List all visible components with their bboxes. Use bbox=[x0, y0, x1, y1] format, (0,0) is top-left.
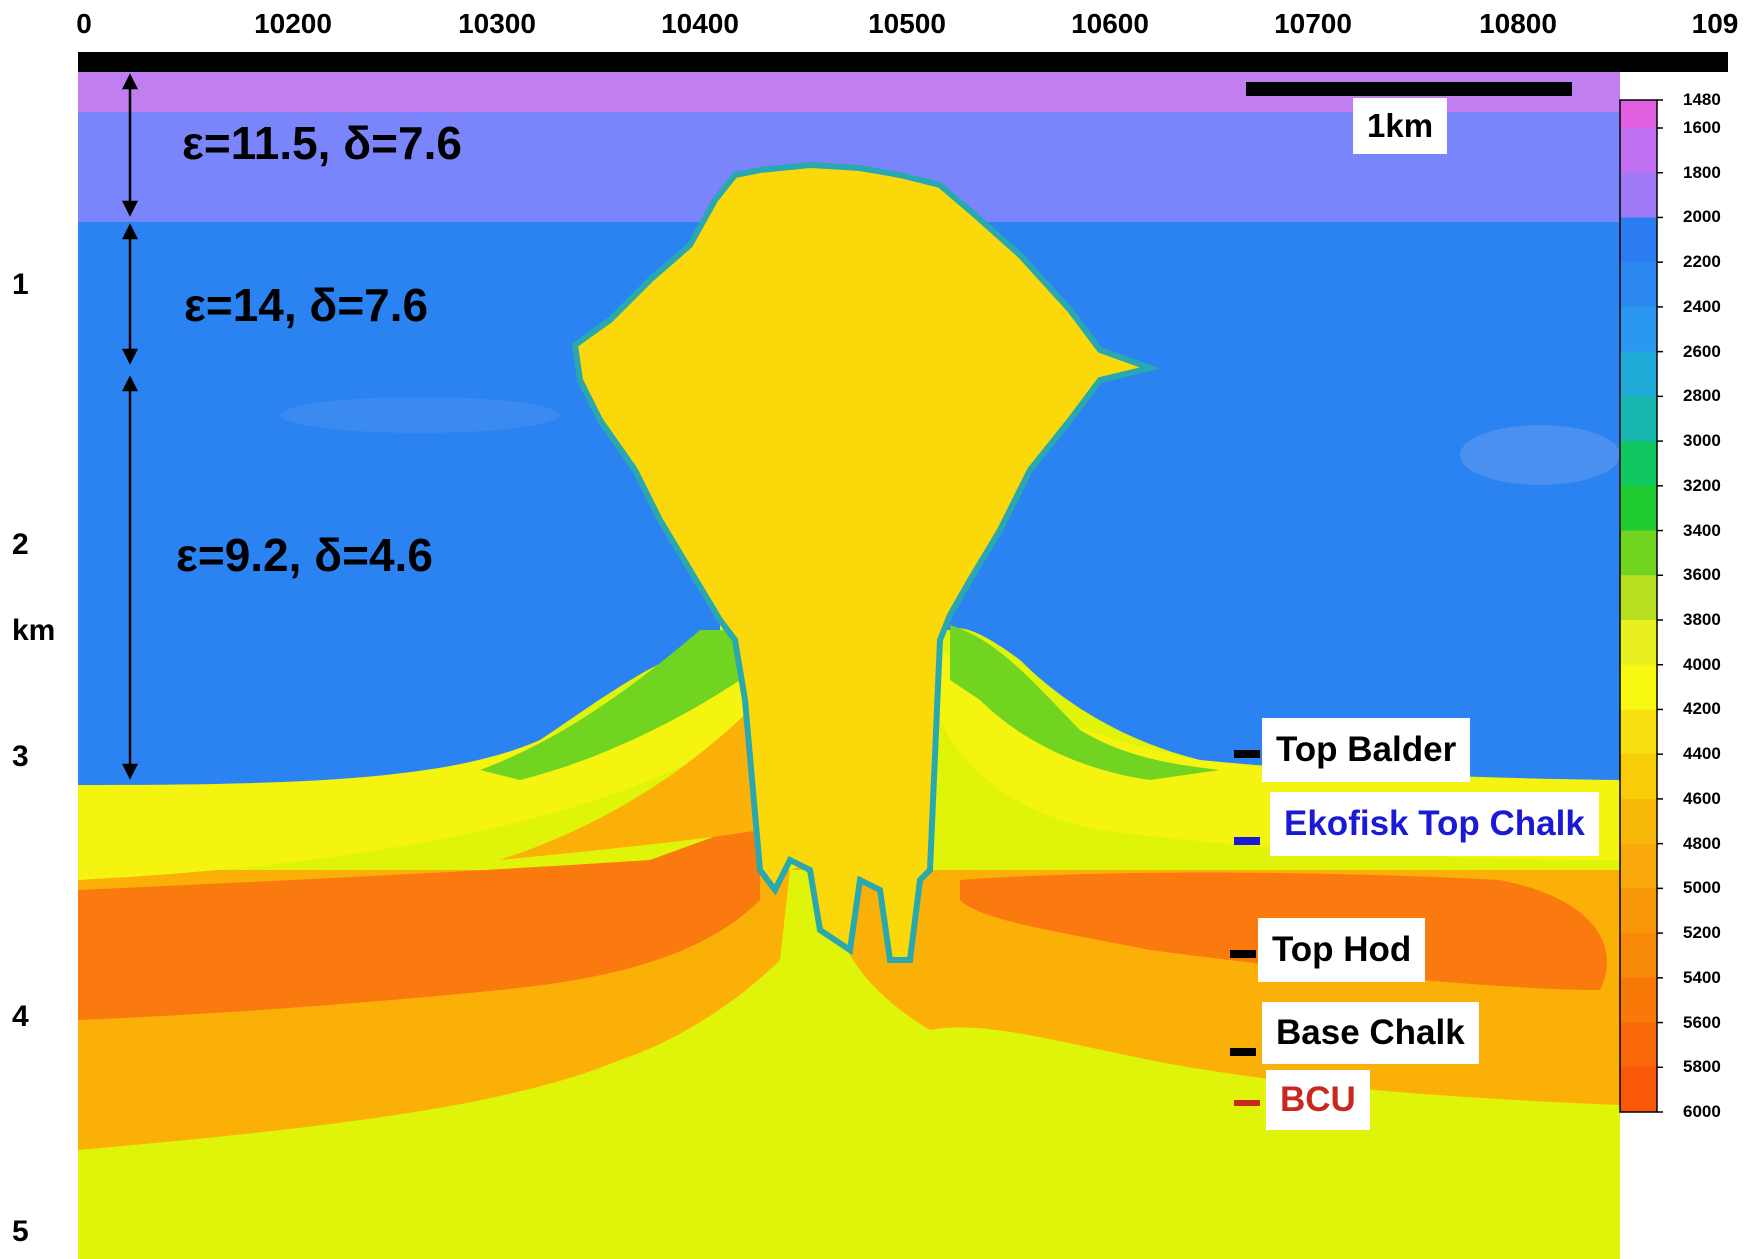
colorbar-tick-label: 4000 bbox=[1683, 654, 1721, 674]
horizon-label-base-chalk: Base Chalk bbox=[1262, 1002, 1479, 1064]
green-flank-right bbox=[950, 625, 1220, 780]
colorbar-swatch bbox=[1620, 351, 1657, 397]
colorbar-swatch bbox=[1620, 485, 1657, 532]
top-tick: 109 bbox=[1691, 8, 1739, 39]
anisotropy-label-layer2: ε=14, δ=7.6 bbox=[184, 279, 429, 331]
colorbar-swatch bbox=[1620, 977, 1657, 1024]
flank-orange-left bbox=[500, 700, 760, 860]
colorbar-swatch bbox=[1620, 530, 1657, 576]
colorbar-tick-label: 5600 bbox=[1683, 1012, 1721, 1032]
colorbar-swatch bbox=[1620, 396, 1657, 442]
colorbar-swatch bbox=[1620, 620, 1657, 666]
colorbar-swatch bbox=[1620, 172, 1657, 218]
model-panel bbox=[78, 68, 1620, 1259]
top-tick: 0 bbox=[76, 8, 92, 39]
colorbar-swatch bbox=[1620, 217, 1657, 263]
colorbar-tick-label: 5000 bbox=[1683, 878, 1721, 898]
colorbar-tick-label: 4400 bbox=[1683, 744, 1721, 764]
marker-bcu bbox=[1234, 1100, 1260, 1106]
colorbar-swatch bbox=[1620, 933, 1657, 979]
scale-bar-label: 1km bbox=[1353, 98, 1448, 154]
colorbar-tick-label: 2600 bbox=[1683, 341, 1721, 361]
colorbar-tick-label: 2000 bbox=[1683, 207, 1721, 227]
marker-base-chalk bbox=[1230, 1048, 1256, 1056]
colorbar-tick-label: 2200 bbox=[1683, 252, 1721, 272]
blue-lens-2 bbox=[280, 397, 560, 433]
colorbar-swatch bbox=[1620, 128, 1657, 174]
colorbar-tick-label: 4200 bbox=[1683, 699, 1721, 719]
arrows bbox=[121, 73, 139, 780]
colorbar-swatch bbox=[1620, 262, 1657, 308]
colorbar-swatch bbox=[1620, 843, 1657, 889]
colorbar-ticks bbox=[1657, 99, 1663, 1113]
colorbar-swatch bbox=[1620, 754, 1657, 800]
colorbar-tick-label: 5200 bbox=[1683, 923, 1721, 943]
colorbar-swatch bbox=[1620, 888, 1657, 934]
top-tick: 10500 bbox=[868, 8, 946, 39]
anisotropy-label-layer1: ε=11.5, δ=7.6 bbox=[182, 117, 462, 169]
top-axis-bar bbox=[78, 52, 1728, 72]
colorbar-tick-label: 3400 bbox=[1683, 520, 1721, 540]
top-tick: 10600 bbox=[1071, 8, 1149, 39]
colorbar-swatch bbox=[1620, 664, 1657, 710]
horizon-label-top-hod: Top Hod bbox=[1258, 918, 1426, 982]
top-tick: 10400 bbox=[661, 8, 739, 39]
depth-unit: km bbox=[12, 614, 56, 647]
top-tick: 10700 bbox=[1274, 8, 1352, 39]
depth-tick: 5 bbox=[12, 1215, 29, 1248]
marker-top-hod bbox=[1230, 950, 1256, 958]
top-tick: 10800 bbox=[1479, 8, 1557, 39]
anisotropy-label-layer3: ε=9.2, δ=4.6 bbox=[176, 529, 433, 581]
colorbar-swatch bbox=[1620, 1022, 1657, 1068]
horizon-label-ekofisk-top-chalk: Ekofisk Top Chalk bbox=[1270, 792, 1599, 856]
colorbar-tick-label: 3200 bbox=[1683, 475, 1721, 495]
marker-ekofisk bbox=[1234, 837, 1260, 845]
colorbar-tick-label: 1800 bbox=[1683, 162, 1721, 182]
colorbar-tick-label: 6000 bbox=[1683, 1102, 1721, 1121]
salt-body bbox=[571, 161, 1161, 963]
scale-bar-line bbox=[1246, 82, 1572, 96]
blue-lens-1 bbox=[1460, 425, 1620, 485]
colorbar-swatch bbox=[1620, 709, 1657, 755]
chalk-dark-orange-band bbox=[78, 820, 760, 1020]
colorbar-tick-label: 2800 bbox=[1683, 386, 1721, 406]
colorbar-swatch bbox=[1620, 1067, 1657, 1113]
green-flank-left bbox=[480, 630, 740, 780]
colorbar-tick-label: 3600 bbox=[1683, 565, 1721, 585]
colorbar-swatch bbox=[1620, 441, 1657, 487]
colorbar-swatch bbox=[1620, 306, 1657, 353]
colorbar-swatch bbox=[1620, 575, 1657, 621]
colorbar-tick-label: 5400 bbox=[1683, 967, 1721, 987]
colorbar-swatch bbox=[1620, 798, 1657, 845]
colorbar-tick-label: 1480 bbox=[1683, 90, 1721, 109]
depth-tick: 1 bbox=[12, 268, 29, 301]
horizon-label-top-balder: Top Balder bbox=[1262, 718, 1471, 782]
top-tick: 10300 bbox=[458, 8, 536, 39]
marker-top-balder bbox=[1234, 750, 1260, 758]
colorbar-tick-label: 4600 bbox=[1683, 788, 1721, 808]
colorbar bbox=[1620, 100, 1657, 1113]
top-tick: 10200 bbox=[254, 8, 332, 39]
colorbar-tick-label: 5800 bbox=[1683, 1057, 1721, 1077]
colorbar-tick-label: 4800 bbox=[1683, 833, 1721, 853]
colorbar-tick-label: 3800 bbox=[1683, 610, 1721, 629]
colorbar-tick-label: 1600 bbox=[1683, 118, 1721, 137]
depth-tick: 4 bbox=[12, 1000, 29, 1033]
horizon-label-bcu: BCU bbox=[1266, 1070, 1370, 1130]
depth-tick: 3 bbox=[12, 740, 29, 773]
colorbar-tick-label: 2400 bbox=[1683, 296, 1721, 316]
colorbar-tick-label: 3000 bbox=[1683, 431, 1721, 451]
colorbar-swatch bbox=[1620, 100, 1657, 129]
depth-tick: 2 bbox=[12, 528, 29, 561]
colorbar-outline bbox=[1619, 99, 1658, 1113]
